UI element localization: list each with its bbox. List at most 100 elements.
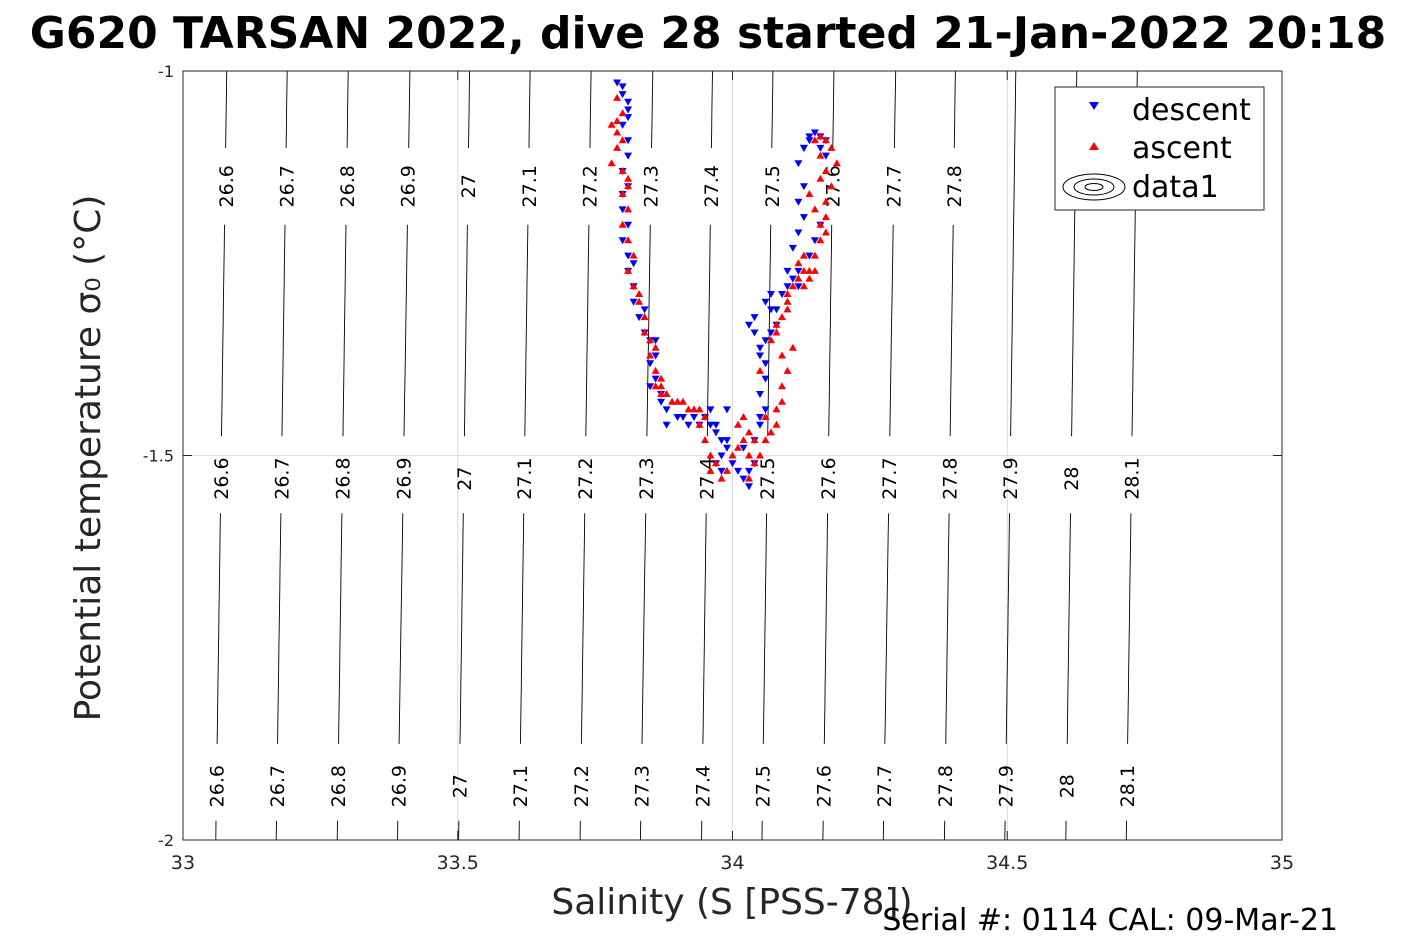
descent-point xyxy=(739,475,748,483)
descent-point xyxy=(745,483,753,491)
ascent-point xyxy=(810,136,819,144)
ascent-point xyxy=(662,390,671,397)
descent-point xyxy=(745,467,753,475)
ascent-point xyxy=(772,328,781,336)
descent-point xyxy=(640,306,649,314)
isopycnal-label: 27.7 xyxy=(884,165,906,207)
descent-point xyxy=(624,106,633,114)
descent-point xyxy=(816,144,825,152)
isopycnal-label: 26.7 xyxy=(271,457,293,499)
ascent-point xyxy=(629,251,638,259)
isopycnal-line xyxy=(275,70,288,841)
descent-point xyxy=(624,137,633,145)
ascent-point xyxy=(624,266,633,274)
isopycnal-label: 27 xyxy=(449,774,471,798)
isopycnal-line xyxy=(943,70,956,841)
ascent-point xyxy=(646,351,655,359)
ascent-point xyxy=(750,459,759,467)
descent-point xyxy=(767,291,775,298)
descent-point xyxy=(618,206,627,214)
x-tick-label: 35 xyxy=(1270,852,1294,874)
isopycnal-label: 28.1 xyxy=(1117,765,1139,807)
descent-point xyxy=(750,329,759,337)
isopycnal-label: 27.2 xyxy=(571,765,593,807)
isopycnal-label: 27.4 xyxy=(701,165,723,207)
ascent-point xyxy=(624,182,633,190)
ascent-point xyxy=(767,336,775,344)
ascent-point xyxy=(618,109,627,117)
ascent-point xyxy=(651,343,660,351)
isopycnal-label: 27.5 xyxy=(762,165,784,207)
ascent-point xyxy=(734,443,742,451)
ascent-point xyxy=(816,151,825,159)
ascent-point xyxy=(832,159,841,167)
legend: descent ascent data1 xyxy=(1054,86,1265,211)
descent-point xyxy=(821,152,830,160)
descent-point xyxy=(712,429,720,437)
ascent-point xyxy=(745,451,753,459)
descent-point xyxy=(679,414,687,421)
descent-point xyxy=(772,306,781,314)
isopycnal-label: 26.7 xyxy=(276,165,298,207)
isopycnal-label: 28.1 xyxy=(1121,457,1143,499)
descent-point xyxy=(624,152,633,160)
ascent-point xyxy=(756,451,764,459)
ascent-point xyxy=(810,266,819,274)
ascent-point xyxy=(788,282,797,290)
isopycnal-label: 26.6 xyxy=(216,165,238,207)
descent-point xyxy=(788,244,797,252)
descent-point xyxy=(761,360,770,368)
ascent-point xyxy=(728,451,737,459)
ascent-point xyxy=(668,397,677,405)
ascent-point xyxy=(805,274,814,282)
descent-point xyxy=(717,452,726,460)
isopycnal-label: 27.6 xyxy=(818,457,840,499)
descent-point xyxy=(723,444,731,452)
isopycnal-label: 27.4 xyxy=(697,457,719,499)
isopycnal-line xyxy=(215,70,228,841)
descent-point xyxy=(805,137,814,145)
descent-point xyxy=(706,421,715,429)
isopycnal-label: 27.7 xyxy=(879,457,901,499)
descent-point xyxy=(629,298,638,306)
y-tick-label: -1 xyxy=(158,62,174,81)
isopycnal-label: 28 xyxy=(1061,467,1083,491)
ascent-point xyxy=(745,428,753,436)
ascent-point xyxy=(624,236,633,244)
isopycnal-line xyxy=(822,70,835,841)
ascent-point xyxy=(618,220,627,228)
ascent-point xyxy=(706,466,715,474)
ascent-point xyxy=(745,474,753,482)
isopycnal-line xyxy=(458,70,471,841)
descent-point xyxy=(756,391,764,398)
ascent-point xyxy=(788,343,797,351)
descent-point xyxy=(673,414,682,421)
ascent-point xyxy=(821,136,830,144)
legend-descent-marker-icon xyxy=(1089,102,1099,110)
ascent-point xyxy=(739,436,748,444)
ascent-point xyxy=(651,382,660,390)
descent-point xyxy=(651,337,660,345)
ascent-point xyxy=(613,128,622,136)
descent-point xyxy=(684,421,693,429)
ascent-point xyxy=(712,459,720,467)
x-tick-label: 34.5 xyxy=(986,852,1028,874)
descent-point xyxy=(756,352,764,360)
ascent-point xyxy=(783,290,792,297)
axis-ticks: 33 33.5 34 34.5 35 -2 -1.5 -1 xyxy=(143,62,1294,874)
ascent-point xyxy=(717,474,726,482)
descent-point xyxy=(799,183,808,191)
isopycnal-label: 27.1 xyxy=(519,165,541,207)
descent-point xyxy=(794,229,803,237)
descent-point xyxy=(657,398,666,406)
descent-point xyxy=(761,337,770,345)
ascent-point xyxy=(684,405,693,413)
ascent-point xyxy=(810,205,819,213)
ascent-point xyxy=(618,167,627,174)
descent-point xyxy=(734,467,742,475)
ascent-point xyxy=(701,436,709,444)
ascent-point xyxy=(734,420,742,428)
ascent-point xyxy=(629,282,638,290)
isopycnal-label: 27.9 xyxy=(1000,457,1022,499)
ascent-point xyxy=(816,174,825,182)
